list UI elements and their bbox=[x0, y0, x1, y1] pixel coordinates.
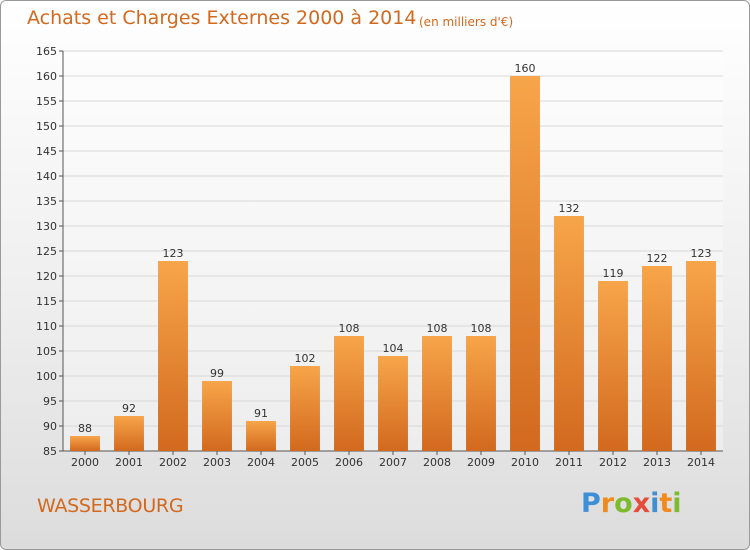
y-tick-label: 85 bbox=[43, 445, 57, 458]
data-label: 108 bbox=[339, 322, 360, 335]
x-tick-label: 2002 bbox=[159, 456, 187, 469]
chart-subtitle: (en milliers d'€) bbox=[419, 15, 514, 29]
data-label: 132 bbox=[559, 202, 580, 215]
y-tick-label: 120 bbox=[36, 270, 57, 283]
bar bbox=[378, 356, 408, 451]
y-tick-label: 155 bbox=[36, 95, 57, 108]
data-label: 119 bbox=[603, 267, 624, 280]
data-label: 123 bbox=[163, 247, 184, 260]
y-tick-label: 160 bbox=[36, 70, 57, 83]
data-label: 123 bbox=[691, 247, 712, 260]
bar bbox=[554, 216, 584, 451]
y-tick-label: 135 bbox=[36, 195, 57, 208]
bar bbox=[334, 336, 364, 451]
y-tick-label: 165 bbox=[36, 45, 57, 58]
bar bbox=[510, 76, 540, 451]
x-tick-label: 2012 bbox=[599, 456, 627, 469]
y-tick-label: 115 bbox=[36, 295, 57, 308]
logo-letter: o bbox=[614, 488, 633, 519]
bar bbox=[202, 381, 232, 451]
x-tick-label: 2013 bbox=[643, 456, 671, 469]
logo-letter: r bbox=[600, 488, 615, 519]
data-label: 108 bbox=[427, 322, 448, 335]
y-tick-label: 125 bbox=[36, 245, 57, 258]
y-tick-label: 140 bbox=[36, 170, 57, 183]
x-tick-label: 2008 bbox=[423, 456, 451, 469]
logo-letter: P bbox=[581, 488, 601, 519]
bar bbox=[246, 421, 276, 451]
y-tick-label: 90 bbox=[43, 420, 57, 433]
x-tick-label: 2006 bbox=[335, 456, 363, 469]
y-tick-label: 110 bbox=[36, 320, 57, 333]
x-tick-label: 2003 bbox=[203, 456, 231, 469]
data-label: 99 bbox=[210, 367, 224, 380]
bar bbox=[290, 366, 320, 451]
x-tick-label: 2000 bbox=[71, 456, 99, 469]
bar bbox=[466, 336, 496, 451]
y-tick-label: 150 bbox=[36, 120, 57, 133]
chart-title: Achats et Charges Externes 2000 à 2014 bbox=[27, 7, 417, 29]
data-label: 160 bbox=[515, 62, 536, 75]
proxiti-logo: Proxiti bbox=[581, 488, 682, 519]
logo-letter: i bbox=[650, 488, 660, 519]
x-tick-label: 2001 bbox=[115, 456, 143, 469]
x-tick-label: 2014 bbox=[687, 456, 715, 469]
data-label: 92 bbox=[122, 402, 136, 415]
x-tick-label: 2009 bbox=[467, 456, 495, 469]
data-label: 102 bbox=[295, 352, 316, 365]
x-tick-label: 2004 bbox=[247, 456, 275, 469]
data-label: 104 bbox=[383, 342, 404, 355]
y-tick-label: 145 bbox=[36, 145, 57, 158]
y-tick-label: 95 bbox=[43, 395, 57, 408]
data-label: 91 bbox=[254, 407, 268, 420]
data-label: 88 bbox=[78, 422, 92, 435]
x-tick-label: 2007 bbox=[379, 456, 407, 469]
x-tick-label: 2011 bbox=[555, 456, 583, 469]
logo-letter: t bbox=[659, 488, 673, 519]
data-label: 108 bbox=[471, 322, 492, 335]
y-tick-label: 130 bbox=[36, 220, 57, 233]
bar bbox=[70, 436, 100, 451]
bar bbox=[422, 336, 452, 451]
commune-name: WASSERBOURG bbox=[37, 495, 184, 517]
bar bbox=[642, 266, 672, 451]
x-tick-label: 2005 bbox=[291, 456, 319, 469]
y-tick-label: 105 bbox=[36, 345, 57, 358]
y-tick-label: 100 bbox=[36, 370, 57, 383]
data-label: 122 bbox=[647, 252, 668, 265]
logo-letter: x bbox=[632, 488, 651, 519]
bar bbox=[686, 261, 716, 451]
bar bbox=[158, 261, 188, 451]
bar bbox=[114, 416, 144, 451]
logo-letter: i bbox=[672, 488, 682, 519]
bar bbox=[598, 281, 628, 451]
x-tick-label: 2010 bbox=[511, 456, 539, 469]
